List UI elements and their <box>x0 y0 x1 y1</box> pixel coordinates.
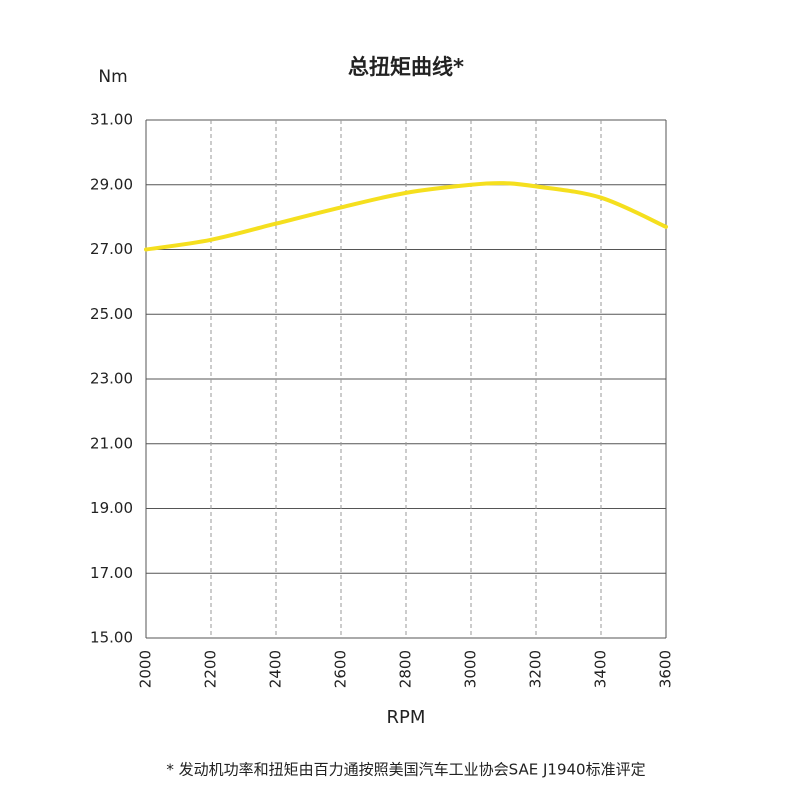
y-tick-label: 23.00 <box>90 370 133 388</box>
y-tick-label: 31.00 <box>90 111 133 129</box>
footnote: * 发动机功率和扭矩由百力通按照美国汽车工业协会SAE J1940标准评定 <box>166 761 645 779</box>
y-tick-label: 17.00 <box>90 564 133 582</box>
y-tick-label: 25.00 <box>90 305 133 323</box>
x-tick-label: 2800 <box>397 650 415 688</box>
y-tick-label: 29.00 <box>90 175 133 193</box>
y-tick-label: 15.00 <box>90 629 133 647</box>
x-tick-label: 2600 <box>332 650 350 688</box>
y-axis-label: Nm <box>98 67 127 87</box>
y-tick-label: 27.00 <box>90 240 133 258</box>
x-tick-label: 3200 <box>527 650 545 688</box>
torque-line <box>144 181 668 252</box>
y-tick-label: 19.00 <box>90 499 133 517</box>
x-tick-label: 2400 <box>267 650 285 688</box>
y-tick-label: 21.00 <box>90 434 133 452</box>
x-tick-label: 2200 <box>202 650 220 688</box>
chart-title: 总扭矩曲线* <box>348 55 464 79</box>
x-tick-label: 3000 <box>462 650 480 688</box>
x-tick-label: 3400 <box>592 650 610 688</box>
x-tick-label: 3600 <box>657 650 675 688</box>
x-tick-label: 2000 <box>137 650 155 688</box>
x-axis-label: RPM <box>387 707 426 728</box>
